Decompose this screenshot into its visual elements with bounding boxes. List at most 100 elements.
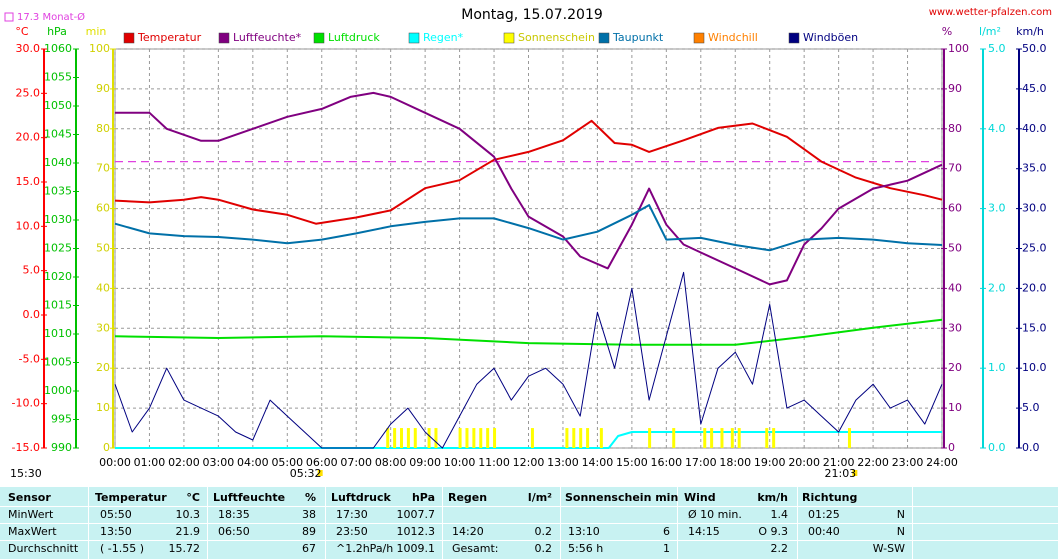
y-tick-label: 1015	[44, 299, 72, 312]
sunshine-bar	[847, 428, 851, 448]
y-tick-label: 20.0	[16, 131, 41, 144]
sunshine-bar	[737, 428, 741, 448]
y-tick-label: 5.0	[988, 42, 1006, 55]
sunshine-bar	[648, 428, 652, 448]
table-cell: 1007.7	[396, 508, 436, 521]
y-tick-label: 0.0	[1022, 441, 1040, 454]
x-tick-label: 15:00	[616, 456, 648, 469]
y-tick-label: 1010	[44, 327, 72, 340]
table-cell: Durchschnitt	[8, 542, 79, 555]
table-cell: 0.2	[534, 542, 553, 555]
table-cell: 1009.1	[396, 542, 436, 555]
x-tick-label: 24:00	[926, 456, 958, 469]
y-tick-label: 20.0	[1022, 281, 1047, 294]
sunshine-bar	[730, 428, 734, 448]
y-tick-label: 20	[96, 361, 110, 374]
sunrise-label: 05:32	[290, 467, 322, 480]
y-tick-label: 30.0	[16, 42, 41, 55]
table-cell: Temperatur	[95, 491, 167, 504]
y-tick-label: 15.0	[1022, 321, 1047, 334]
sunshine-bar	[530, 428, 534, 448]
x-tick-label: 06:00	[306, 456, 338, 469]
table-cell: N	[896, 525, 905, 538]
x-tick-label: 02:00	[168, 456, 200, 469]
table-cell: 0.2	[534, 525, 553, 538]
table-cell: km/h	[757, 491, 788, 504]
axis-unit: l/m²	[979, 25, 1001, 38]
table-cell: 14:20	[452, 525, 484, 538]
y-tick-label: 30	[948, 321, 962, 334]
table-cell: 1	[663, 542, 670, 555]
x-tick-label: 08:00	[375, 456, 407, 469]
x-tick-label: 23:00	[892, 456, 924, 469]
y-tick-label: 25.0	[1022, 242, 1047, 255]
y-tick-label: 1005	[44, 356, 72, 369]
sunshine-bar	[479, 428, 483, 448]
table-cell: 1012.3	[396, 525, 436, 538]
sunshine-bar	[565, 428, 569, 448]
legend-label: Luftdruck	[328, 31, 380, 44]
y-tick-label: 40	[96, 281, 110, 294]
sunset-label: 21:03	[824, 467, 856, 480]
x-tick-label: 10:00	[444, 456, 476, 469]
table-cell: °C	[186, 491, 200, 504]
x-tick-label: 04:00	[237, 456, 269, 469]
x-tick-label: 00:00	[99, 456, 131, 469]
x-tick-label: 16:00	[650, 456, 682, 469]
y-tick-label: 0.0	[988, 441, 1006, 454]
table-cell: 17:30	[336, 508, 368, 521]
y-tick-label: 45.0	[1022, 82, 1047, 95]
y-tick-label: 1055	[44, 71, 72, 84]
sunshine-bar	[599, 428, 603, 448]
table-cell: 2.2	[770, 542, 789, 555]
table-cell: Sensor	[8, 491, 51, 504]
y-tick-label: 40.0	[1022, 122, 1047, 135]
table-cell: 38	[302, 508, 316, 521]
sunshine-bar	[572, 428, 576, 448]
sunshine-bar	[672, 428, 676, 448]
sunshine-bar	[434, 428, 438, 448]
x-tick-label: 18:00	[719, 456, 751, 469]
series-line	[114, 119, 943, 225]
sunshine-bar	[579, 428, 583, 448]
table-cell: 15.72	[168, 542, 201, 555]
sunshine-bar	[386, 428, 390, 448]
y-tick-label: 10	[96, 401, 110, 414]
sunshine-bar	[703, 428, 707, 448]
y-tick-label: 10.0	[1022, 361, 1047, 374]
table-cell: 67	[302, 542, 316, 555]
y-tick-label: 50.0	[1022, 42, 1047, 55]
y-tick-label: 1045	[44, 128, 72, 141]
y-tick-label: 20	[948, 361, 962, 374]
table-cell: Regen	[448, 491, 488, 504]
axis-unit: °C	[15, 25, 29, 38]
table-cell: 14:15	[688, 525, 720, 538]
monthly-average-icon	[4, 12, 14, 22]
y-tick-label: 1000	[44, 384, 72, 397]
table-cell: 13:50	[100, 525, 132, 538]
legend-swatch	[123, 32, 135, 44]
table-cell: 5:56 h	[568, 542, 604, 555]
y-tick-label: 0.0	[23, 308, 41, 321]
chart: Montag, 15.07.2019 www.wetter-pfalzen.co…	[4, 7, 1052, 480]
stats-table: Sensor Temperatur °C Luftfeuchte% Luftdruck h…	[0, 487, 1058, 559]
y-tick-label: 15.0	[16, 175, 41, 188]
table-cell: N	[896, 508, 905, 521]
sunshine-bar	[493, 428, 497, 448]
table-cell: 10.3	[175, 508, 201, 521]
sunshine-bar	[427, 428, 431, 448]
legend-label: Luftfeuchte*	[233, 31, 302, 44]
x-tick-label: 17:00	[685, 456, 717, 469]
y-tick-label: 60	[948, 202, 962, 215]
x-tick-label: 09:00	[409, 456, 441, 469]
x-tick-label: 14:00	[582, 456, 614, 469]
sunshine-bar	[458, 428, 462, 448]
table-cell: MinWert	[8, 508, 54, 521]
y-tick-label: 25.0	[16, 86, 41, 99]
table-cell: ^1.2hPa/h	[336, 542, 394, 555]
table-cell: 18:35	[218, 508, 250, 521]
table-cell: 23:50	[336, 525, 368, 538]
x-tick-label: 11:00	[478, 456, 510, 469]
y-tick-label: 50	[96, 242, 110, 255]
table-cell: 89	[302, 525, 316, 538]
